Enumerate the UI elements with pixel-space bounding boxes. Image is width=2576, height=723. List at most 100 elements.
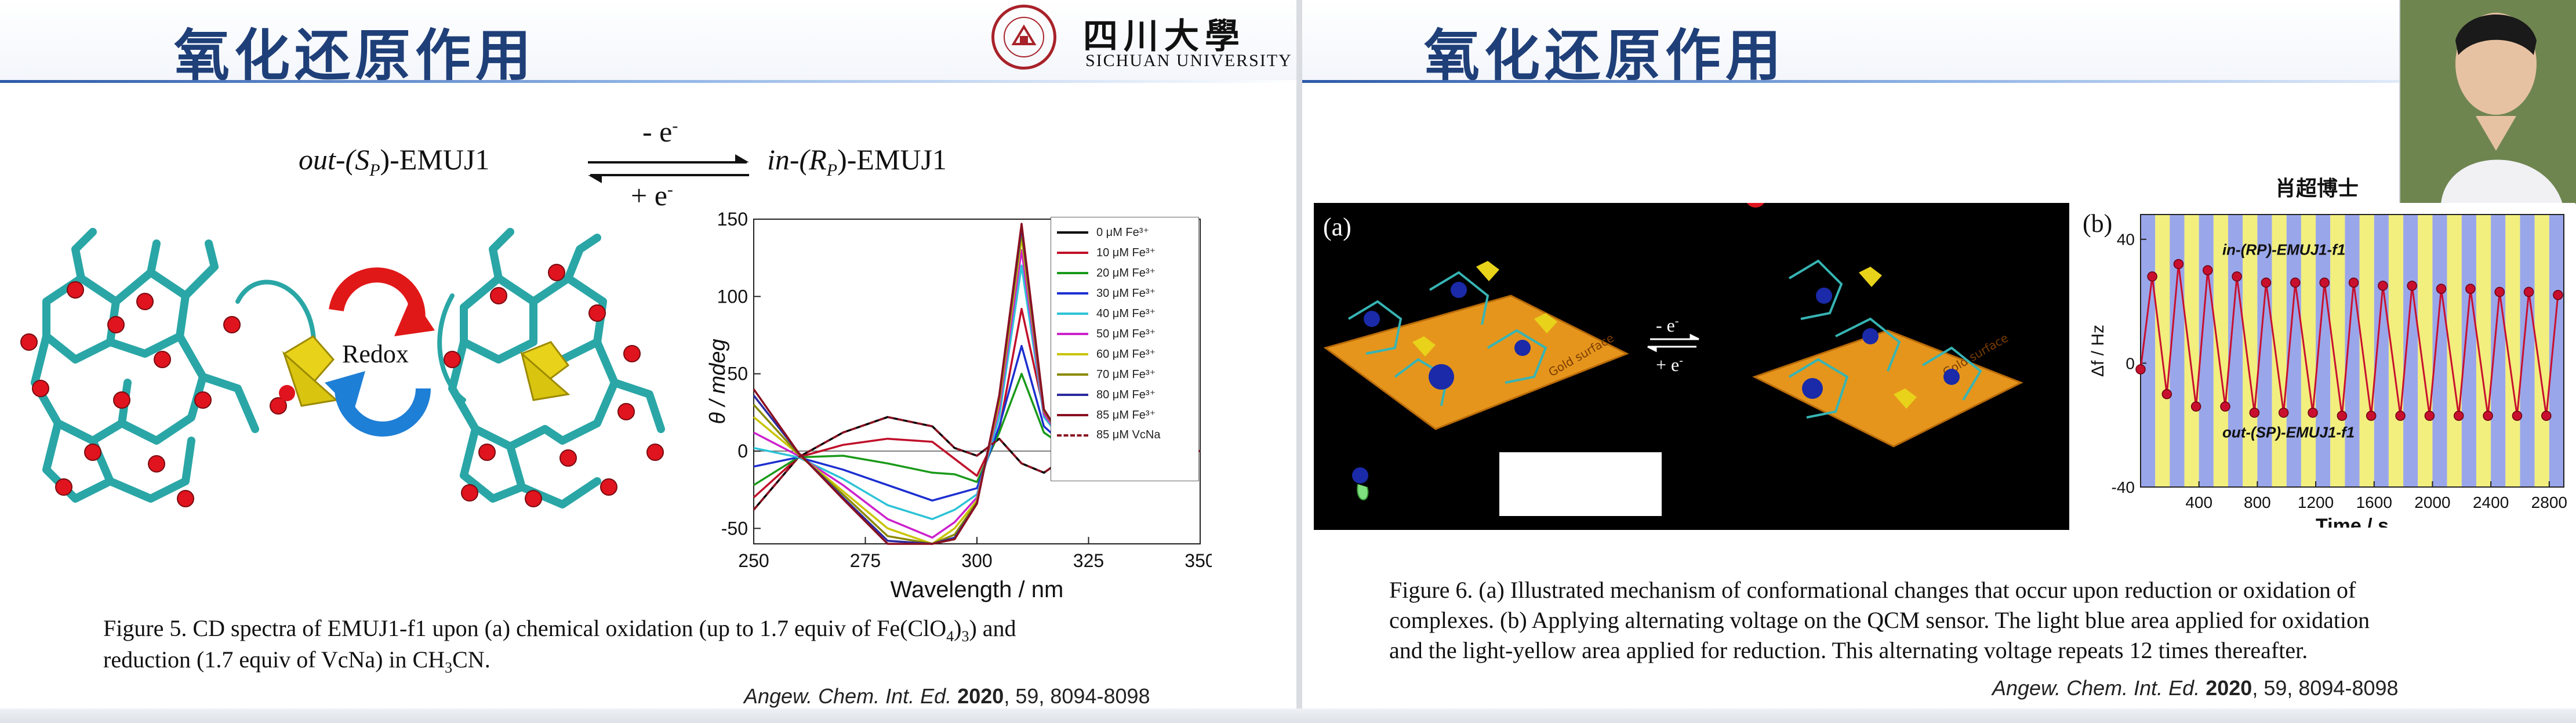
legend-label: 60 μM Fe³⁺	[1096, 348, 1156, 361]
qcm-data-point	[2220, 401, 2230, 412]
qcm-data-point	[2261, 277, 2272, 288]
legend-label: 40 μM Fe³⁺	[1096, 307, 1156, 320]
reduction-band	[2184, 215, 2199, 487]
qcm-data-point	[2161, 389, 2172, 399]
qcm-data-point	[2436, 284, 2447, 294]
out-molecule-cage	[31, 228, 317, 503]
reduction-band	[2359, 215, 2374, 487]
legend-swatch	[1057, 393, 1088, 396]
gold-surface-right	[1752, 329, 2023, 448]
x-tick-label: 300	[961, 550, 992, 571]
title-divider	[1302, 80, 2576, 83]
legend-entry: 30 μM Fe³⁺	[1057, 283, 1198, 303]
y-axis-label: Δf / Hz	[2088, 325, 2108, 377]
annotation-in: in-(RP)-EMUJ1-f1	[2222, 241, 2345, 258]
x-axis-label: Time / s	[2316, 515, 2389, 528]
qcm-data-point	[2190, 401, 2201, 412]
qcm-data-point	[2173, 259, 2184, 270]
right-slide: 氧化还原作用 肖超博士 (a) Gold surface Gold surfac…	[1302, 0, 2576, 723]
x-tick-label: 250	[738, 550, 769, 571]
qcm-data-point	[2378, 281, 2388, 291]
legend-entry: 70 μM Fe³⁺	[1057, 364, 1198, 384]
legend-entry: 40 μM Fe³⁺	[1057, 303, 1198, 324]
out-molecule-fe-center	[279, 335, 339, 407]
qcm-data-point	[2348, 277, 2359, 288]
reduction-band	[2301, 215, 2316, 487]
qcm-data-point	[2541, 410, 2552, 421]
legend-entry: 85 μM Fe³⁺	[1057, 405, 1198, 425]
y-tick-label: 150	[717, 209, 748, 230]
figure6-caption-line3: and the light-yellow area applied for re…	[1389, 637, 2308, 663]
figure6b-tag: (b)	[2083, 209, 2112, 238]
qcm-trace	[2139, 264, 2559, 416]
fig6a-reduction-label: + e-	[1656, 354, 1683, 375]
y-tick-label: -40	[2112, 478, 2135, 496]
legend-swatch	[1057, 251, 1088, 254]
figure5-caption-line2: reduction (1.7 equiv of VcNa) in CH3CN.	[103, 646, 491, 676]
y-tick-label: -50	[721, 518, 748, 539]
legend-swatch	[1057, 271, 1088, 274]
oxidation-band	[2461, 215, 2476, 487]
y-tick-label: 100	[717, 286, 748, 307]
fig6a-oxidation-label: - e-	[1656, 315, 1679, 336]
legend-swatch	[1057, 312, 1088, 315]
y-tick-label: 40	[2117, 231, 2135, 249]
qcm-data-point	[2308, 408, 2318, 418]
cd-legend: 0 μM Fe³⁺ 10 μM Fe³⁺ 20 μM Fe³⁺ 30 μM Fe³⁺ 4…	[1051, 217, 1199, 481]
legend-entry: 85 μM VcNa	[1057, 425, 1198, 445]
figure6-reference: Angew. Chem. Int. Ed. 2020, 59, 8094-809…	[1992, 676, 2399, 700]
oxidation-band	[2491, 215, 2506, 487]
legend-entry: 60 μM Fe³⁺	[1057, 344, 1198, 364]
slide-title: 氧化还原作用	[1424, 23, 1786, 88]
legend-label: 70 μM Fe³⁺	[1096, 368, 1156, 381]
qcm-data-point	[2454, 410, 2464, 421]
qcm-data-point	[2483, 410, 2493, 421]
legend-label: 0 μM Fe³⁺	[1096, 226, 1149, 239]
qcm-data-point	[2203, 265, 2213, 275]
plot-frame	[2140, 214, 2564, 488]
legend-entry: 50 μM Fe³⁺	[1057, 324, 1198, 344]
qcm-plot: (b) 400 800 1200 1600 2000 2400 2800 -40 0 40 Time …	[2071, 203, 2575, 537]
in-molecule-fe-center	[520, 341, 571, 401]
title-band	[1302, 0, 2576, 80]
oxidation-band	[2170, 215, 2185, 487]
figure5-reference: Angew. Chem. Int. Ed. 2020, 59, 8094-809…	[744, 684, 1150, 708]
cd-spectra-chart: 250 275 300 325 350 -50 0 50 100 150 Wavelength / …	[707, 209, 1212, 615]
legend-swatch	[1057, 332, 1088, 335]
legend-entry: 0 μM Fe³⁺	[1057, 222, 1198, 242]
y-tick-label: 0	[737, 441, 748, 462]
legend-label: 30 μM Fe³⁺	[1096, 287, 1156, 300]
x-tick-label: 325	[1073, 550, 1104, 571]
legend-label: 85 μM Fe³⁺	[1096, 409, 1156, 422]
qcm-data-point	[2232, 271, 2242, 282]
bottom-toolbar-strip	[0, 709, 2576, 723]
x-tick-label: 400	[2185, 493, 2212, 511]
reduction-band	[2213, 215, 2229, 487]
legend-swatch	[1057, 373, 1088, 376]
redox-label: Redox	[342, 340, 409, 368]
x-tick-label: 275	[850, 550, 881, 571]
qcm-data-point	[2366, 410, 2377, 421]
presenter-video-thumbnail	[2399, 0, 2576, 204]
qcm-data-point	[2395, 410, 2406, 421]
x-axis-label: Wavelength / nm	[891, 577, 1064, 602]
figure5-caption-line1: Figure 5. CD spectra of EMUJ1-f1 upon (a…	[103, 615, 1016, 645]
qcm-data-point	[2424, 410, 2435, 421]
figure6-caption-line2: complexes. (b) Applying alternating volt…	[1389, 607, 2370, 633]
oxidation-band	[2432, 215, 2447, 487]
figure6a-tag: (a)	[1323, 213, 1351, 241]
university-name-cn: 四川大學	[1083, 16, 1245, 57]
legend-label: 85 μM VcNa	[1096, 428, 1161, 441]
x-tick-label: 2800	[2531, 493, 2567, 511]
legend-swatch	[1057, 434, 1088, 437]
qcm-data-point	[2319, 277, 2330, 288]
in-molecule-oxygens	[444, 264, 664, 507]
qcm-data-point	[2512, 410, 2523, 421]
y-tick-label: 0	[2126, 354, 2135, 372]
qcm-data-point	[2135, 364, 2146, 375]
qcm-data-point	[2553, 290, 2563, 300]
legend-swatch	[1057, 353, 1088, 355]
x-tick-label: 1200	[2298, 493, 2334, 511]
legend-swatch	[1057, 413, 1088, 416]
